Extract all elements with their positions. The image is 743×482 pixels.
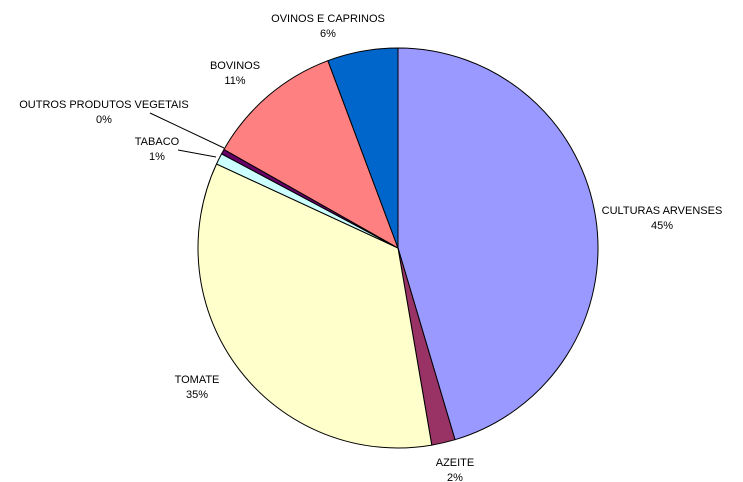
slice-label: AZEITE	[436, 457, 475, 469]
slice-value-label: 35%	[186, 389, 208, 401]
slice-value-label: 2%	[447, 472, 463, 482]
pie-slice	[197, 163, 433, 449]
slice-label: OUTROS PRODUTOS VEGETAIS	[19, 99, 189, 111]
slice-label: TOMATE	[175, 374, 220, 386]
slice-value-label: 0%	[96, 114, 112, 126]
slice-label: TABACO	[135, 136, 180, 148]
pie-slice	[397, 47, 599, 441]
slice-value-label: 1%	[149, 151, 165, 163]
slice-label: BOVINOS	[210, 60, 260, 72]
pie-slice	[223, 60, 399, 250]
slice-label: CULTURAS ARVENSES	[602, 205, 723, 217]
leader-line	[177, 149, 217, 158]
slice-value-label: 45%	[651, 220, 673, 232]
leader-line	[149, 112, 225, 149]
pie-slice	[327, 47, 399, 249]
slice-value-label: 11%	[224, 75, 245, 87]
slice-value-label: 6%	[320, 28, 336, 40]
slice-label: OVINOS E CAPRINOS	[271, 13, 385, 25]
